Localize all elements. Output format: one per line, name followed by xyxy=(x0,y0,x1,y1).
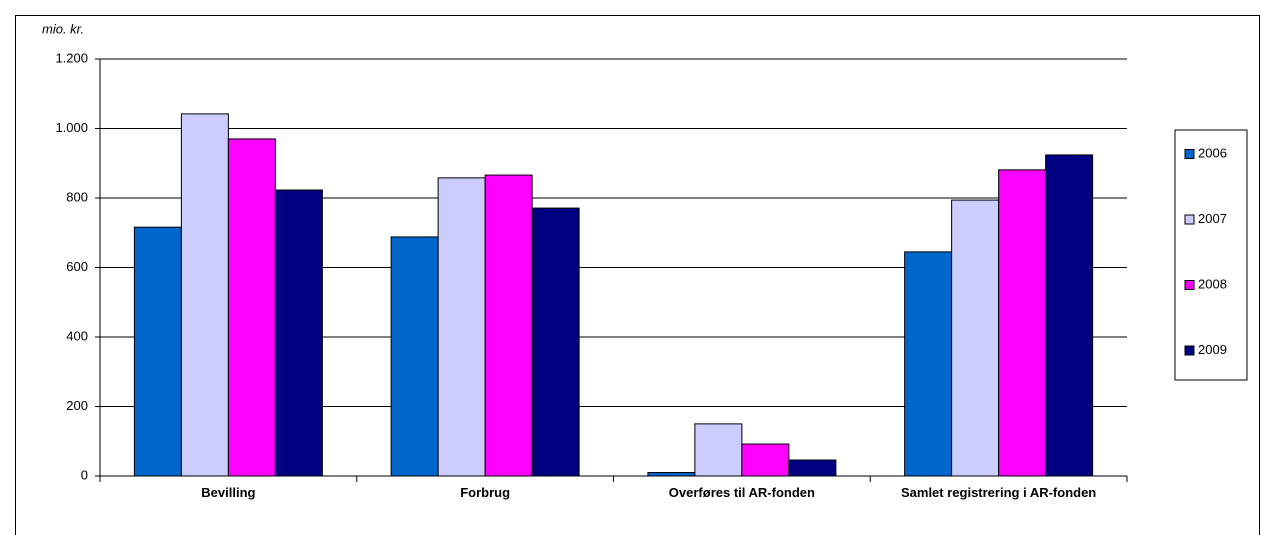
y-tick-label: 600 xyxy=(66,259,88,274)
chart-frame xyxy=(15,15,1260,535)
y-tick-label: 0 xyxy=(81,467,88,482)
x-tick-label-box: Bevilling xyxy=(201,485,256,500)
bar xyxy=(647,472,696,477)
bar xyxy=(274,189,323,477)
bar xyxy=(227,138,276,477)
y-axis-label: mio. kr. xyxy=(42,21,84,36)
x-tick-label: Overføres til AR-fonden xyxy=(668,485,815,500)
y-tick-label: 1.000 xyxy=(55,120,88,135)
x-tick-label: Bevilling xyxy=(201,485,256,500)
bar xyxy=(951,199,1000,477)
y-tick-label: 200 xyxy=(66,398,88,413)
y-tick-label: 400 xyxy=(66,328,88,343)
bar xyxy=(904,251,953,477)
x-tick-label: Samlet registrering i AR-fonden xyxy=(900,485,1097,500)
bar xyxy=(998,169,1047,477)
x-tick-label-box: Forbrug xyxy=(460,485,511,500)
bar xyxy=(180,113,229,477)
bar xyxy=(133,226,182,477)
bar xyxy=(1045,154,1094,477)
bar xyxy=(531,207,580,477)
legend-label: 2009 xyxy=(1198,342,1227,357)
legend-swatch xyxy=(1184,214,1195,225)
bar xyxy=(390,236,439,477)
y-tick-label: 800 xyxy=(66,189,88,204)
legend-box xyxy=(1174,129,1248,381)
bar xyxy=(484,174,533,477)
x-tick-label: Forbrug xyxy=(460,485,511,500)
legend-swatch xyxy=(1184,345,1195,356)
x-tick-label-box: Overføres til AR-fonden xyxy=(668,485,815,500)
bar xyxy=(437,177,486,477)
legend-label: 2006 xyxy=(1198,145,1227,160)
legend-label: 2007 xyxy=(1198,211,1227,226)
bar xyxy=(694,423,743,477)
legend-label: 2008 xyxy=(1198,276,1227,291)
legend-swatch xyxy=(1184,149,1195,159)
bar xyxy=(741,443,790,477)
x-tick-label-box: Samlet registrering i AR-fonden xyxy=(900,485,1097,500)
y-tick-label: 1.200 xyxy=(55,50,88,65)
bar xyxy=(788,459,837,477)
legend-swatch xyxy=(1184,280,1195,290)
